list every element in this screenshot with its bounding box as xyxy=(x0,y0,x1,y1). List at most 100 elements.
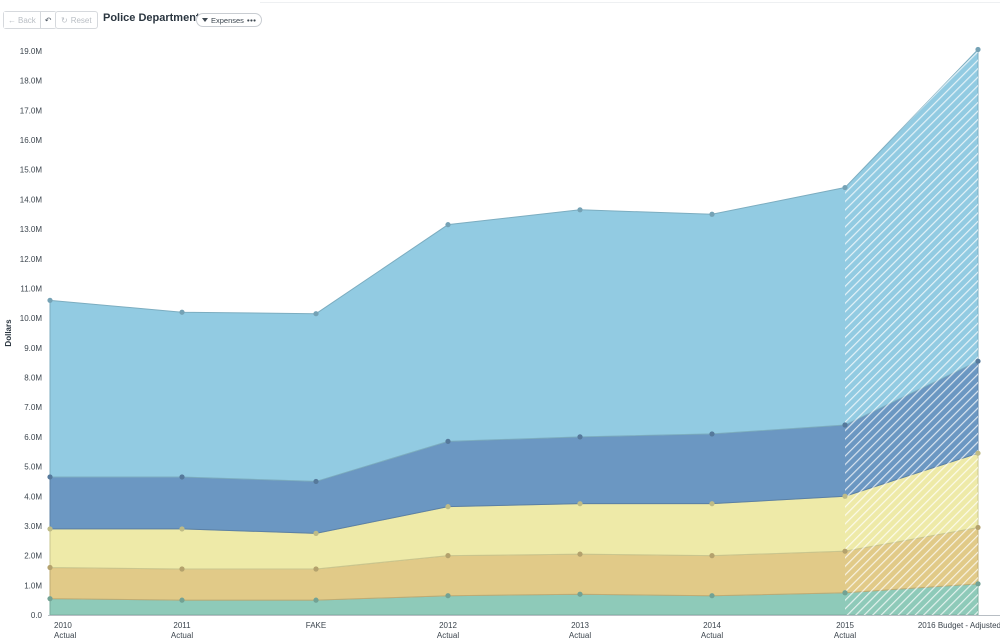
data-point[interactable] xyxy=(445,222,451,228)
x-tick-label: Actual xyxy=(54,631,76,640)
y-tick-label: 19.0M xyxy=(20,47,43,56)
x-tick-label: 2015 xyxy=(836,621,854,630)
area-series-group xyxy=(48,48,1000,616)
data-point[interactable] xyxy=(313,566,319,572)
y-tick-label: 6.0M xyxy=(24,433,42,442)
x-tick-label: Actual xyxy=(437,631,459,640)
data-point[interactable] xyxy=(179,526,185,532)
projected-hatch-5 xyxy=(845,49,978,426)
y-axis: 0.0 1.0M 2.0M 3.0M 4.0M 5.0M 6.0M 7.0M 8.0M 9.0M 1… xyxy=(20,47,43,620)
expenses-filter-pill[interactable]: Expenses ••• xyxy=(196,13,263,27)
x-tick-label: 2013 xyxy=(571,621,589,630)
data-point[interactable] xyxy=(445,504,451,510)
data-point[interactable] xyxy=(47,526,53,532)
y-tick-label: 2.0M xyxy=(24,552,42,561)
x-tick-label: 2011 xyxy=(173,621,191,630)
y-tick-label: 10.0M xyxy=(20,314,43,323)
data-point[interactable] xyxy=(577,434,583,440)
y-tick-label: 15.0M xyxy=(20,166,43,175)
arrow-left-icon: ← xyxy=(8,15,16,25)
data-point[interactable] xyxy=(47,297,53,303)
undo-button[interactable]: ↶ xyxy=(39,12,56,28)
reset-label: Reset xyxy=(70,15,92,25)
y-tick-label: 14.0M xyxy=(20,195,43,204)
data-point[interactable] xyxy=(577,551,583,557)
filter-label: Expenses xyxy=(211,15,244,25)
data-point[interactable] xyxy=(179,309,185,315)
back-label: Back xyxy=(18,15,36,25)
data-point[interactable] xyxy=(842,493,848,499)
area-series-5[interactable] xyxy=(49,48,979,482)
refresh-icon: ↻ xyxy=(61,15,68,25)
data-point[interactable] xyxy=(842,548,848,554)
data-point[interactable] xyxy=(179,597,185,603)
x-tick-label: Actual xyxy=(701,631,723,640)
more-options-icon[interactable]: ••• xyxy=(246,15,257,25)
y-tick-label: 4.0M xyxy=(24,492,42,501)
data-point[interactable] xyxy=(709,431,715,437)
data-point[interactable] xyxy=(313,530,319,536)
data-point[interactable] xyxy=(577,591,583,597)
data-point[interactable] xyxy=(445,438,451,444)
y-tick-label: 16.0M xyxy=(20,136,43,145)
y-axis-title: Dollars xyxy=(4,319,13,347)
data-point[interactable] xyxy=(842,422,848,428)
back-button[interactable]: ← Back xyxy=(4,12,40,28)
data-point[interactable] xyxy=(975,358,981,364)
data-point[interactable] xyxy=(709,593,715,599)
data-point[interactable] xyxy=(975,581,981,587)
y-tick-label: 18.0M xyxy=(20,77,43,86)
x-tick-label: Actual xyxy=(171,631,193,640)
projected-hatch-1 xyxy=(845,583,978,615)
y-tick-label: 11.0M xyxy=(20,284,42,293)
data-point[interactable] xyxy=(47,474,53,480)
x-tick-label: 2010 xyxy=(54,621,72,630)
reset-button[interactable]: ↻ Reset xyxy=(55,11,98,29)
data-point[interactable] xyxy=(47,564,53,571)
history-nav: ← Back ↶ xyxy=(3,11,57,29)
y-tick-label: 13.0M xyxy=(20,225,43,234)
data-point[interactable] xyxy=(179,566,185,572)
undo-icon: ↶ xyxy=(44,15,52,25)
y-tick-label: 3.0M xyxy=(24,522,42,531)
y-tick-label: 9.0M xyxy=(24,344,42,353)
x-tick-label: Actual xyxy=(834,631,856,640)
data-point[interactable] xyxy=(313,478,319,485)
y-tick-label: 8.0M xyxy=(24,374,42,383)
x-tick-label: Actual xyxy=(569,631,591,640)
data-point[interactable] xyxy=(313,311,319,317)
stacked-area-chart: 0.0 1.0M 2.0M 3.0M 4.0M 5.0M 6.0M 7.0M 8.0M 9.0M 1… xyxy=(4,46,1000,640)
data-point[interactable] xyxy=(975,450,981,456)
y-tick-label: 17.0M xyxy=(20,106,43,115)
toolbar: ← Back ↶ ↻ Reset Police Department Expen… xyxy=(0,0,1000,40)
page-title: Police Department xyxy=(103,12,200,24)
data-point[interactable] xyxy=(975,524,981,531)
y-tick-label: 7.0M xyxy=(24,403,42,412)
x-tick-label: FAKE xyxy=(306,621,326,630)
projected-hatch-3 xyxy=(845,453,978,552)
data-point[interactable] xyxy=(179,474,185,480)
y-tick-label: 0.0 xyxy=(31,611,43,620)
projected-hatch-overlay xyxy=(845,49,978,615)
data-point[interactable] xyxy=(445,553,451,559)
data-points-group xyxy=(47,46,981,603)
data-point[interactable] xyxy=(709,501,715,507)
data-point[interactable] xyxy=(842,590,848,596)
data-point[interactable] xyxy=(47,596,53,602)
data-point[interactable] xyxy=(313,597,319,603)
data-point[interactable] xyxy=(445,593,451,599)
y-tick-label: 5.0M xyxy=(24,463,42,472)
filter-icon xyxy=(202,18,208,22)
data-point[interactable] xyxy=(709,553,715,559)
x-tick-label: 2014 xyxy=(703,621,721,630)
data-point[interactable] xyxy=(842,184,848,191)
y-tick-label: 12.0M xyxy=(20,255,43,264)
data-point[interactable] xyxy=(577,207,583,213)
x-tick-label: 2012 xyxy=(439,621,457,630)
data-point[interactable] xyxy=(577,501,583,507)
y-tick-label: 1.0M xyxy=(24,581,42,590)
x-tick-label: 2016 Budget - Adjusted xyxy=(918,621,1000,630)
data-point[interactable] xyxy=(709,211,715,217)
data-point[interactable] xyxy=(975,46,981,53)
